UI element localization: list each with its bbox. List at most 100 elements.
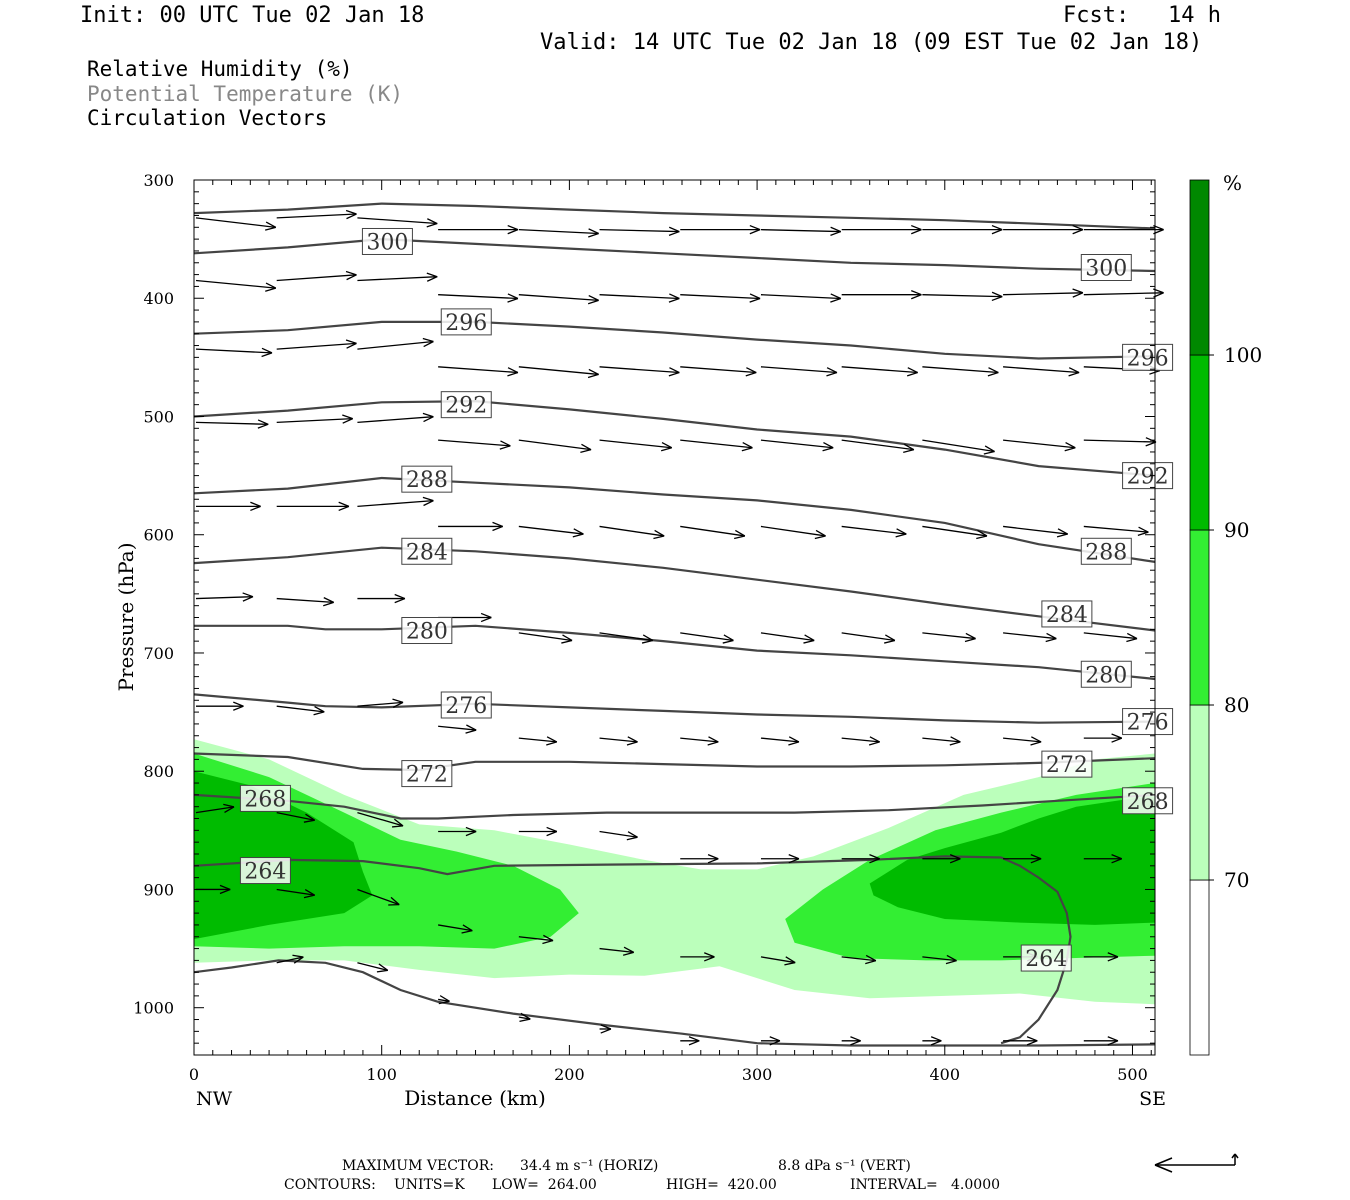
vector-arrow [1083, 1036, 1119, 1046]
contour-label: 296 [445, 311, 487, 336]
contours-interval: INTERVAL= 4.0000 [850, 1177, 1001, 1193]
vector-arrow [438, 995, 450, 1005]
contour-label-box [401, 465, 453, 493]
vector-arrow [599, 293, 680, 303]
vector-arrow [276, 209, 357, 220]
contour-label: 276 [1127, 711, 1169, 736]
vector-arrow [518, 439, 592, 453]
contour-label-box [1080, 254, 1132, 281]
contour-label-box [401, 760, 453, 788]
contour-label-box [1080, 660, 1132, 688]
vector-arrow [1083, 288, 1164, 298]
vector-arrow [357, 272, 438, 282]
vector-arrow [680, 632, 734, 644]
vector-arrow [438, 224, 519, 235]
x-tick-label: 400 [930, 1065, 961, 1084]
contour-label: 268 [244, 787, 286, 812]
vector-arrow [1003, 366, 1080, 377]
vector-arrow [1003, 224, 1084, 235]
colorbar-label: 80 [1224, 693, 1249, 717]
vector-arrow [841, 854, 880, 864]
contours-low: LOW= 264.00 [492, 1177, 597, 1193]
vector-arrow [438, 724, 477, 734]
vector-arrow [760, 226, 842, 237]
vector-arrow [1003, 854, 1042, 864]
vector-arrow [195, 419, 269, 429]
colorbar-segment [1189, 529, 1210, 706]
y-tick-label: 600 [143, 526, 174, 545]
vector-arrow [438, 924, 473, 934]
theta-contour-264 [194, 855, 1072, 1045]
vector-arrow [438, 826, 477, 837]
theta-contour-276 [194, 693, 1155, 724]
vector-arrow [1083, 952, 1119, 962]
vector-arrow [841, 224, 922, 235]
theta-contour-292 [194, 399, 1155, 477]
vector-arrow [680, 1036, 700, 1046]
vector-arrow [841, 632, 896, 644]
vector-arrow [599, 366, 680, 377]
x-tick-label: 300 [742, 1065, 773, 1084]
contours-high: HIGH= 420.00 [666, 1177, 777, 1193]
vector-arrow [599, 525, 665, 540]
theta-contour-296 [194, 320, 1155, 360]
vector-arrow [599, 1024, 612, 1034]
vector-arrow [1003, 439, 1076, 452]
y-tick-label: 1000 [133, 999, 174, 1018]
vector-arrow [518, 826, 558, 837]
vector-arrow [922, 224, 1003, 235]
max-vector-label: MAXIMUM VECTOR: [342, 1158, 494, 1174]
colorbar-label: 100 [1224, 343, 1262, 367]
vector-arrow [518, 366, 599, 379]
contour-label: 288 [406, 468, 448, 493]
vector-arrow [276, 339, 357, 350]
vector-arrow [518, 1012, 531, 1023]
vector-arrow [760, 956, 796, 966]
theta-contour-268 [194, 793, 1155, 820]
vector-arrow [680, 952, 715, 962]
vector-arrow [1003, 1036, 1038, 1046]
contour-label: 292 [1127, 465, 1169, 490]
vector-arrow [357, 962, 389, 973]
contours-units: UNITS=K [394, 1177, 465, 1193]
vector-arrow [357, 698, 404, 708]
theta-contour-260 [194, 959, 1155, 1047]
contour-label-box [1122, 787, 1174, 815]
vector-arrow [1003, 525, 1068, 538]
vector-arrow [518, 228, 599, 238]
vector-arrow [680, 293, 761, 303]
y-tick-label: 300 [143, 171, 174, 190]
theta-contour-272 [194, 752, 1155, 772]
reference-vector-icon [1154, 1153, 1239, 1173]
vector-arrow [841, 525, 907, 538]
contour-label-box [1080, 537, 1132, 565]
vector-arrow [599, 226, 680, 237]
contour-label-box [1041, 600, 1093, 628]
vector-arrow [760, 293, 842, 303]
vector-arrow [1003, 288, 1084, 298]
vector-arrow [518, 294, 599, 305]
contour-label-box [239, 784, 291, 812]
contour-label: 264 [244, 860, 286, 885]
vector-arrow [518, 736, 558, 746]
vector-arrow [196, 501, 261, 512]
vector-arrow [276, 888, 316, 899]
contour-label-box [401, 617, 453, 645]
vector-arrow [1083, 437, 1157, 447]
vector-arrow [1083, 525, 1149, 536]
y-tick-label: 900 [143, 880, 174, 899]
contour-label: 284 [1046, 603, 1088, 628]
max-vector-vert: 8.8 dPa s⁻¹ (VERT) [778, 1158, 911, 1174]
theta-contour-300 [194, 202, 1155, 230]
vector-arrow [760, 439, 834, 452]
vector-arrow [357, 496, 434, 507]
vector-arrow [276, 597, 334, 607]
vector-arrow [438, 293, 519, 303]
vector-arrow [841, 439, 915, 453]
contour-label: 292 [445, 394, 487, 419]
contour-label-box [1122, 708, 1174, 736]
contour-label-box [440, 308, 492, 336]
theta-contour-288 [194, 476, 1155, 563]
vector-arrow [518, 525, 584, 538]
